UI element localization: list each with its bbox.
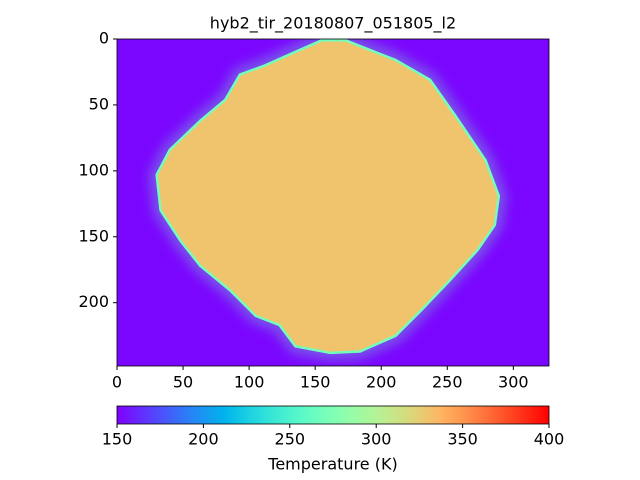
colorbar-tick-label: 300 — [361, 430, 392, 449]
y-tick-label: 50 — [89, 94, 109, 113]
axes-frame — [116, 38, 550, 367]
colorbar-tick-label: 400 — [534, 430, 565, 449]
x-tick-label: 0 — [112, 373, 122, 392]
colorbar-tick-label: 250 — [275, 430, 306, 449]
colorbar — [116, 405, 550, 425]
body — [156, 40, 499, 353]
y-tick-label: 0 — [99, 29, 109, 48]
colorbar-tick-label: 200 — [188, 430, 219, 449]
colorbar-tick-label: 150 — [102, 430, 133, 449]
x-tick-label: 200 — [366, 373, 397, 392]
colorbar-label: Temperature (K) — [267, 455, 397, 474]
body-edge — [155, 39, 501, 355]
y-tick-label: 200 — [78, 292, 109, 311]
chart-title: hyb2_tir_20180807_051805_l2 — [210, 14, 456, 34]
x-tick-label: 100 — [234, 373, 265, 392]
image — [117, 39, 549, 366]
x-tick-label: 300 — [498, 373, 529, 392]
x-tick-label: 150 — [300, 373, 331, 392]
x-tick-label: 50 — [173, 373, 193, 392]
y-tick-label: 100 — [78, 160, 109, 179]
x-tick-label: 250 — [432, 373, 463, 392]
colorbar-tick-label: 350 — [447, 430, 478, 449]
y-tick-label: 150 — [78, 226, 109, 245]
